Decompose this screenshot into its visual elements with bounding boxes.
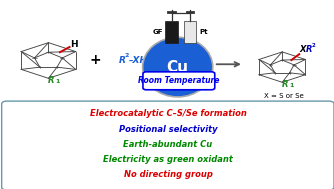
Text: GF: GF	[153, 29, 163, 35]
Text: R: R	[119, 56, 125, 65]
Text: R: R	[305, 46, 312, 54]
FancyBboxPatch shape	[143, 72, 215, 90]
Text: H: H	[70, 40, 77, 49]
FancyBboxPatch shape	[2, 101, 334, 189]
Ellipse shape	[143, 37, 213, 97]
Text: Cu: Cu	[167, 60, 189, 75]
Text: X: X	[299, 46, 306, 54]
Text: No directing group: No directing group	[124, 170, 212, 179]
Text: X = S or Se: X = S or Se	[264, 93, 304, 99]
Bar	[184, 21, 196, 43]
Text: Pt: Pt	[199, 29, 208, 35]
Text: 2: 2	[124, 53, 129, 58]
Bar	[165, 21, 178, 43]
Text: +: +	[90, 53, 101, 67]
Text: 1: 1	[289, 83, 294, 88]
Text: Positional selectivity: Positional selectivity	[119, 125, 217, 134]
Text: Room Temperature: Room Temperature	[138, 76, 219, 85]
Text: R: R	[282, 80, 288, 89]
Text: 1: 1	[55, 79, 60, 84]
Text: Earth-abundant Cu: Earth-abundant Cu	[123, 140, 213, 149]
Text: Electrocatalytic C–S/Se formation: Electrocatalytic C–S/Se formation	[90, 109, 246, 118]
Text: 2: 2	[311, 43, 315, 48]
Text: –XH: –XH	[129, 56, 148, 65]
Text: Electricity as green oxidant: Electricity as green oxidant	[103, 155, 233, 164]
Text: R: R	[48, 76, 54, 85]
